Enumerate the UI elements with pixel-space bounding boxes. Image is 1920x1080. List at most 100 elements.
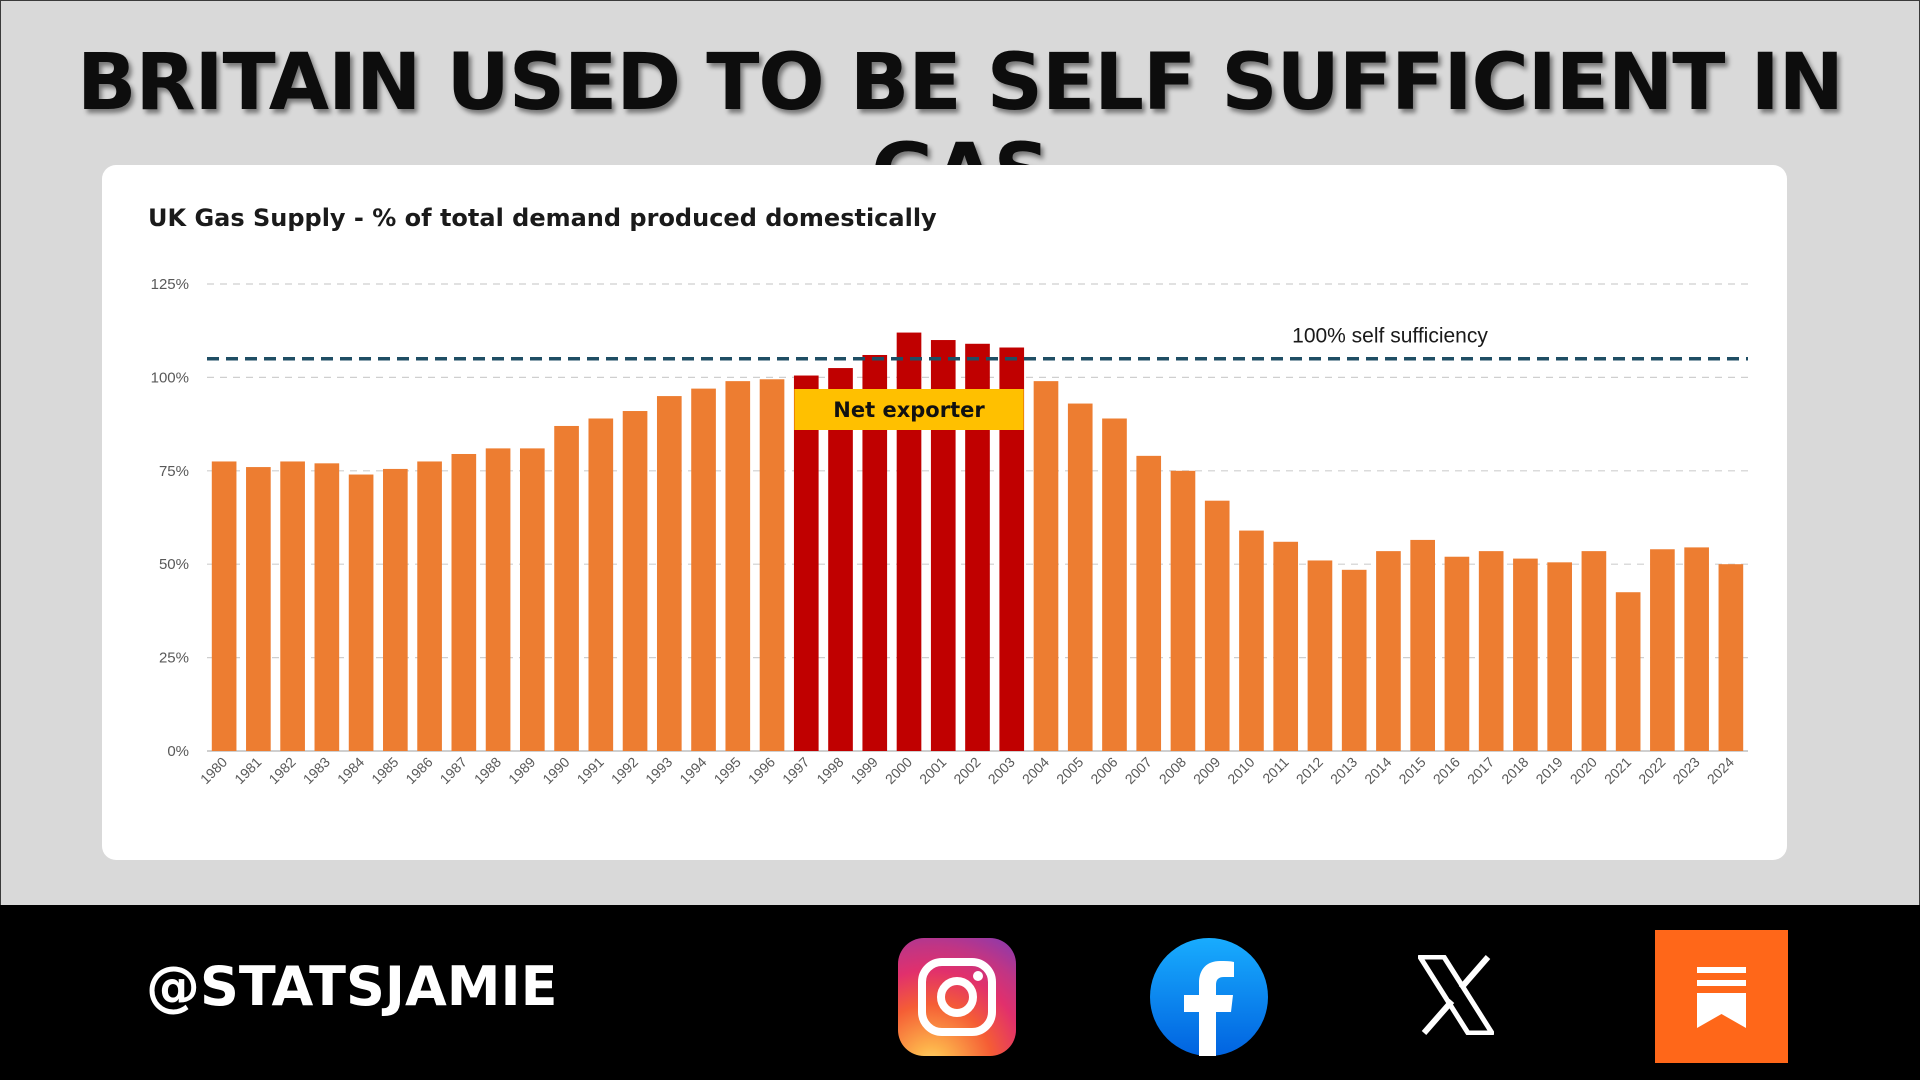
x-tick-label: 2005 [1053, 754, 1086, 787]
x-tick-label: 2024 [1704, 754, 1737, 787]
bar [348, 474, 374, 751]
bar [1581, 551, 1607, 751]
y-tick-label: 75% [159, 463, 189, 480]
net-exporter-label-box [794, 389, 1024, 430]
bar [1170, 470, 1196, 751]
x-tick-label: 1999 [848, 754, 881, 787]
x-tick-label: 2000 [882, 754, 915, 787]
x-tick-label: 2004 [1019, 754, 1052, 787]
bar [1650, 549, 1675, 751]
bar [1102, 418, 1127, 751]
bar [314, 463, 340, 751]
x-tick-label: 1991 [574, 754, 607, 787]
x-tick-label: 2023 [1669, 754, 1702, 787]
bar [622, 411, 648, 751]
instagram-icon[interactable] [898, 938, 1016, 1056]
facebook-icon[interactable] [1150, 938, 1268, 1056]
y-tick-label: 125% [151, 276, 189, 293]
x-tick-label: 1985 [368, 754, 401, 787]
bar [725, 381, 751, 751]
bar [691, 388, 716, 751]
reference-line-label: 100% self sufficiency [1292, 325, 1488, 348]
x-tick-label: 1992 [608, 754, 641, 787]
x-tick-label: 1998 [813, 754, 846, 787]
y-tick-label: 25% [159, 650, 189, 667]
x-tick-label: 1982 [265, 754, 298, 787]
x-tick-label: 1994 [676, 754, 709, 787]
x-tick-label: 2001 [916, 754, 949, 787]
x-tick-label: 2003 [985, 754, 1018, 787]
x-tick-label: 2020 [1567, 754, 1600, 787]
x-tick-label: 1988 [471, 754, 504, 787]
bar [1376, 551, 1401, 751]
x-tick-label: 1986 [402, 754, 435, 787]
substack-icon[interactable] [1655, 930, 1788, 1063]
bar [451, 453, 477, 751]
net-exporter-label: Net exporter [833, 398, 985, 422]
headline: BRITAIN USED TO BE SELF SUFFICIENT IN GA… [77, 38, 1844, 218]
x-tick-label: 2010 [1224, 754, 1257, 787]
y-tick-label: 50% [159, 556, 189, 573]
bar [1341, 569, 1367, 751]
bar [1718, 564, 1744, 751]
x-tick-label: 2014 [1361, 754, 1394, 787]
bar [1033, 381, 1059, 751]
y-tick-label: 100% [151, 369, 189, 386]
social-handle[interactable]: @STATSJAMIE [146, 955, 558, 1018]
bar [519, 448, 545, 751]
x-tick-label: 2008 [1156, 754, 1189, 787]
bar [1204, 500, 1230, 751]
x-tick-label: 2019 [1532, 754, 1565, 787]
x-tick-label: 2016 [1430, 754, 1463, 787]
bar [485, 448, 511, 751]
bar [1615, 592, 1641, 751]
x-tick-label: 1989 [505, 754, 538, 787]
chart-title: UK Gas Supply - % of total demand produc… [148, 204, 937, 232]
x-icon[interactable] [1417, 954, 1495, 1036]
x-tick-label: 2017 [1464, 754, 1497, 787]
x-tick-label: 2013 [1327, 754, 1360, 787]
bar [1273, 541, 1299, 751]
bar [1067, 403, 1093, 751]
x-tick-label: 1995 [711, 754, 744, 787]
x-tick-label: 2011 [1259, 754, 1292, 787]
x-tick-label: 2015 [1395, 754, 1428, 787]
bar [1410, 539, 1436, 751]
x-tick-label: 1993 [642, 754, 675, 787]
x-tick-label: 2021 [1601, 754, 1634, 787]
bar [588, 418, 614, 751]
bar [759, 379, 785, 751]
x-tick-label: 2009 [1190, 754, 1223, 787]
bar [1478, 551, 1504, 751]
bar [1239, 530, 1264, 751]
bar [1547, 562, 1572, 751]
x-tick-label: 1984 [334, 754, 367, 787]
x-tick-label: 1987 [437, 754, 470, 787]
x-tick-label: 1996 [745, 754, 778, 787]
y-tick-label: 0% [167, 743, 189, 760]
x-tick-label: 1983 [300, 754, 333, 787]
bar [1307, 560, 1333, 751]
bar [656, 396, 682, 751]
x-tick-label: 2022 [1635, 754, 1668, 787]
bar [554, 425, 579, 751]
x-tick-label: 1981 [231, 754, 264, 787]
x-tick-label: 2006 [1087, 754, 1120, 787]
bar [1513, 558, 1538, 751]
bar [793, 375, 819, 751]
bar [383, 468, 408, 751]
x-tick-label: 1990 [539, 754, 572, 787]
bar [211, 461, 237, 751]
x-tick-label: 1997 [779, 754, 812, 787]
bar [828, 368, 853, 751]
bar [417, 461, 442, 751]
x-tick-label: 2018 [1498, 754, 1531, 787]
x-tick-label: 1980 [197, 754, 230, 787]
x-tick-label: 2012 [1293, 754, 1326, 787]
bar [1444, 556, 1470, 751]
bar [1684, 547, 1709, 751]
x-tick-label: 2002 [950, 754, 983, 787]
bar [280, 461, 305, 751]
bar [1136, 455, 1162, 751]
bar [246, 467, 271, 751]
